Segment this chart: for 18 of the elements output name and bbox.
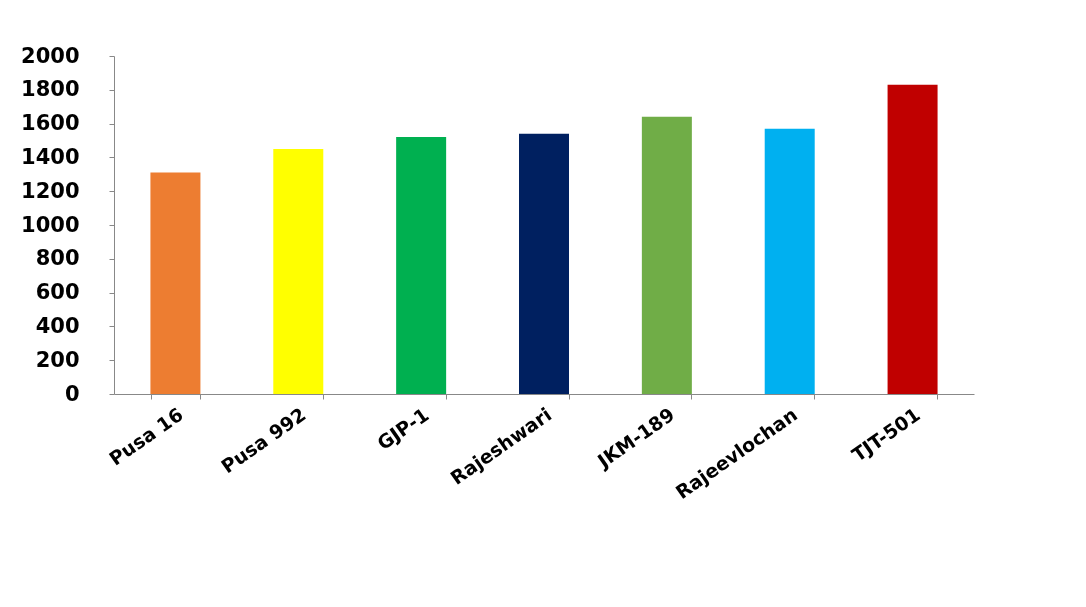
bar (273, 148, 324, 394)
bar (396, 137, 447, 394)
y-tick-label: 400 (35, 313, 80, 338)
y-tick-label: 600 (35, 280, 80, 305)
y-tick-label: 1200 (21, 178, 80, 203)
y-tick-label: 1400 (21, 144, 80, 169)
y-tick-label: 2000 (21, 43, 80, 68)
bar (150, 172, 201, 394)
y-tick-label: 0 (64, 381, 80, 406)
y-tick-label: 800 (35, 246, 80, 271)
y-tick-label: 1600 (21, 111, 80, 136)
y-tick-label: 200 (35, 347, 80, 372)
bar (887, 84, 938, 394)
bar (519, 133, 569, 394)
y-tick-label: 1800 (21, 77, 80, 102)
y-tick-label: 1000 (21, 212, 80, 237)
bar (641, 116, 692, 394)
bar (764, 128, 815, 394)
